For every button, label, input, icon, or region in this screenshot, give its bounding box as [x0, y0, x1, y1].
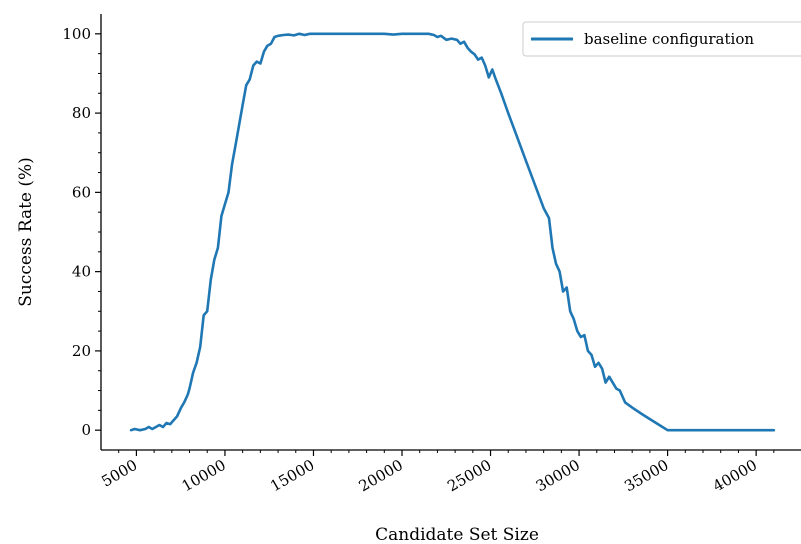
y-tick-label: 40 — [72, 263, 91, 281]
series-line-baseline — [129, 32, 776, 432]
legend-box — [522, 21, 801, 57]
plot-area — [100, 14, 801, 451]
x-tick-label: 30000 — [533, 456, 583, 495]
x-axis-title: Candidate Set Size — [375, 525, 539, 544]
y-tick-label: 80 — [72, 104, 91, 122]
y-tick-label: 20 — [72, 342, 91, 360]
x-tick-label: 25000 — [444, 456, 494, 495]
x-tick-label: 5000 — [98, 456, 140, 491]
x-tick-label: 40000 — [710, 456, 760, 495]
y-axis-title: Success Rate (%) — [16, 157, 36, 307]
x-tick-label: 20000 — [356, 456, 406, 495]
x-tick-label: 35000 — [621, 456, 671, 495]
legend: baseline configuration — [522, 21, 801, 57]
x-tick-label: 15000 — [267, 456, 317, 495]
y-tick-label: 0 — [81, 421, 91, 439]
x-tick-label: 10000 — [179, 456, 229, 495]
y-axis-ticks: 0 20 40 60 80 100 — [62, 25, 101, 439]
y-tick-label: 100 — [62, 25, 91, 43]
x-axis-ticks: 5000 10000 15000 20000 25000 30000 35000 40000 — [98, 450, 775, 495]
y-tick-label: 60 — [72, 183, 91, 201]
series-layer — [129, 32, 776, 432]
legend-label: baseline configuration — [584, 30, 754, 48]
